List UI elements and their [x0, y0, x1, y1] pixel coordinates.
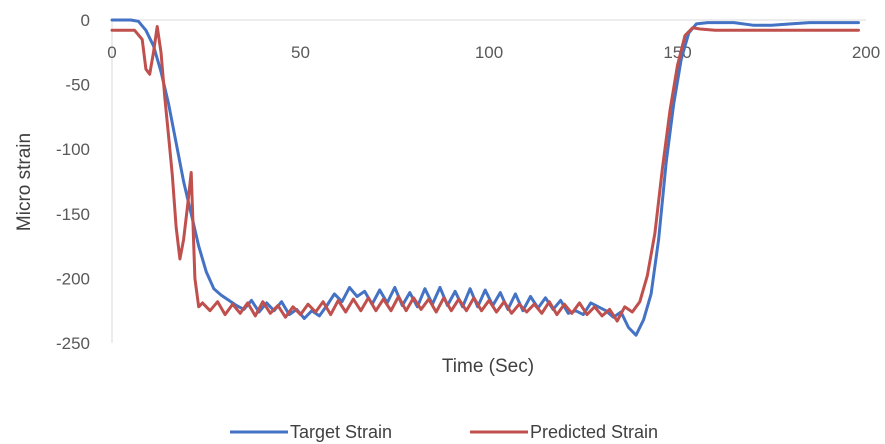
legend-label: Predicted Strain: [530, 422, 658, 442]
y-tick-label: -250: [56, 334, 90, 353]
x-axis-title: Time (Sec): [442, 356, 534, 377]
x-tick-label: 100: [475, 43, 503, 62]
y-tick-label: -150: [56, 205, 90, 224]
x-tick-label: 50: [291, 43, 310, 62]
y-tick-label: 0: [81, 11, 90, 30]
y-tick-label: -50: [65, 76, 90, 95]
series-layer: [110, 18, 860, 337]
y-tick-label: -200: [56, 269, 90, 288]
series-line-predicted-strain: [110, 25, 860, 323]
legend-label: Target Strain: [290, 422, 392, 442]
x-tick-label: 0: [107, 43, 116, 62]
legend: Target Strain Predicted Strain: [230, 422, 658, 442]
y-axis-title: Micro strain: [14, 133, 35, 231]
x-tick-label: 200: [852, 43, 880, 62]
y-tick-label: -100: [56, 140, 90, 159]
